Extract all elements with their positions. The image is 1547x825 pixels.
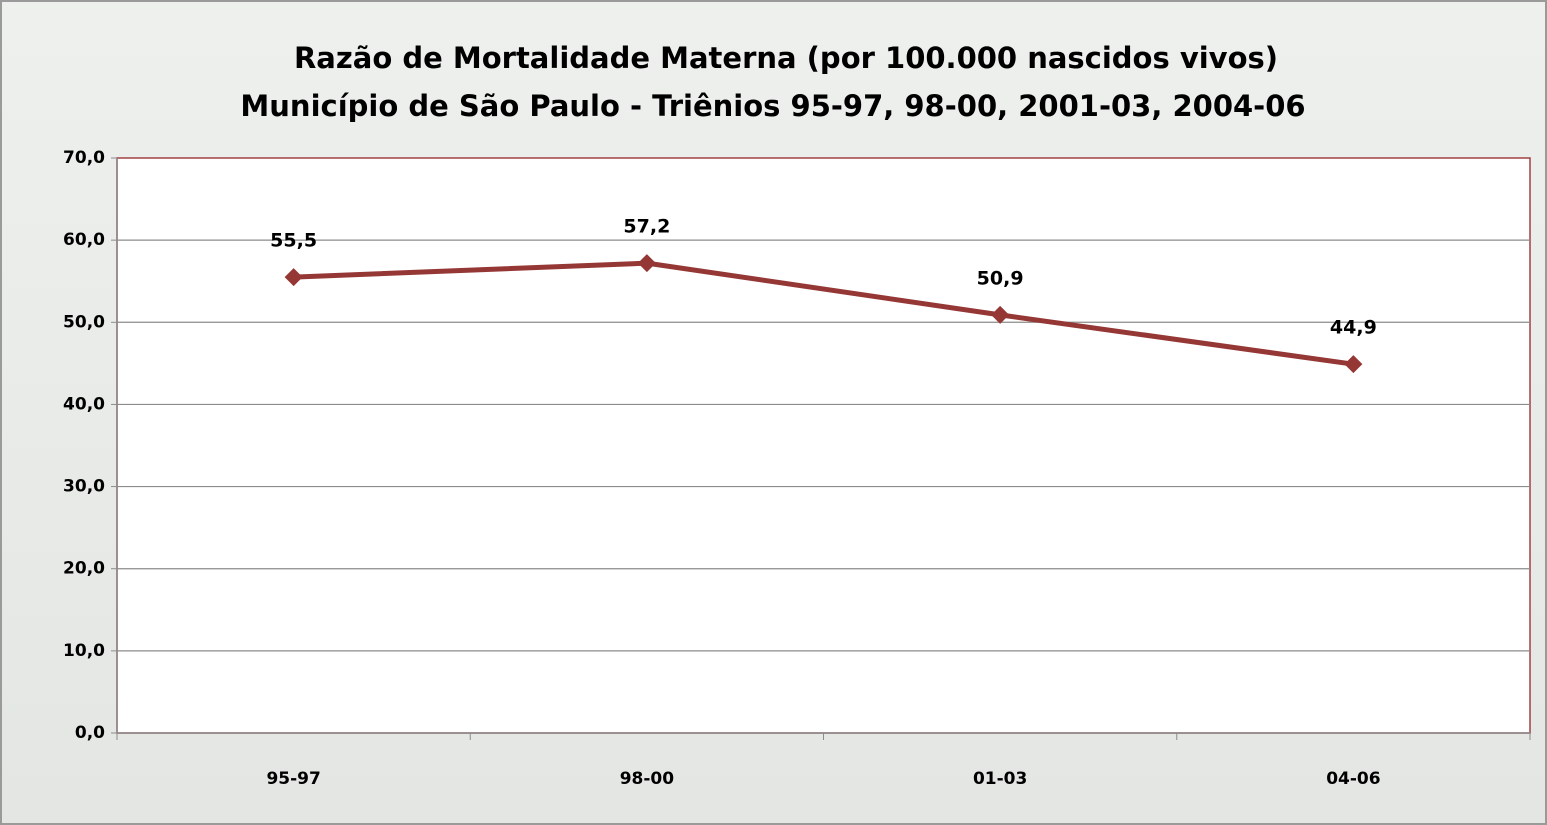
line-series [293, 260, 1354, 367]
y-tick-label: 20,0 [63, 559, 105, 579]
data-label: 55,5 [270, 230, 317, 252]
x-tick-label: 95-97 [266, 769, 320, 789]
plot-area [116, 157, 1531, 734]
data-point [637, 254, 656, 273]
data-label: 44,9 [1330, 317, 1377, 339]
data-point [284, 268, 303, 287]
x-tick-label: 04-06 [1326, 769, 1380, 789]
y-tick-label: 40,0 [63, 394, 105, 414]
data-label: 50,9 [977, 267, 1024, 289]
data-label: 57,2 [623, 216, 670, 238]
y-tick-label: 70,0 [63, 148, 105, 168]
y-tick-label: 60,0 [63, 230, 105, 250]
y-tick-label: 10,0 [63, 641, 105, 661]
x-tick-label: 98-00 [620, 769, 675, 789]
y-tick-label: 50,0 [63, 312, 105, 332]
y-tick-label: 30,0 [63, 477, 105, 497]
x-tick-label: 01-03 [973, 769, 1027, 789]
data-point [991, 305, 1010, 324]
chart-subtitle: Município de São Paulo - Triênios 95-97,… [240, 89, 1305, 123]
data-point [1344, 355, 1363, 374]
y-tick-label: 0,0 [75, 723, 105, 743]
chart-title: Razão de Mortalidade Materna (por 100.00… [294, 41, 1278, 75]
